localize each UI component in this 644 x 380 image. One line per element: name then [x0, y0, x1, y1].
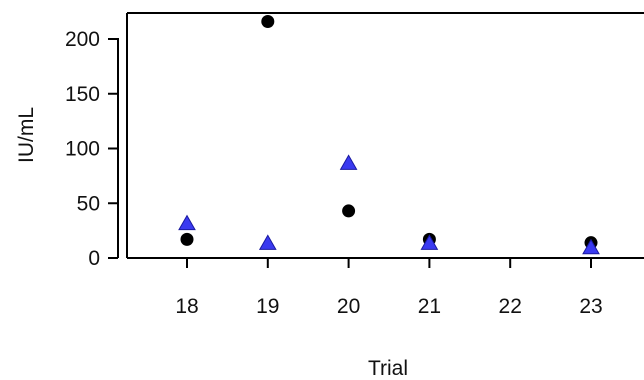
x-tick-label: 18 [175, 295, 198, 318]
triangle-point [258, 234, 277, 250]
y-axis-ticks: 0 50 100 150 200 [65, 28, 118, 270]
x-axis-ticks: 18 19 20 21 22 23 [175, 258, 603, 318]
y-tick-label: 150 [65, 83, 100, 106]
y-tick-label: 100 [65, 138, 100, 161]
y-axis-label: IU/mL [15, 107, 38, 163]
data-points [178, 14, 600, 255]
x-tick-label: 20 [337, 295, 360, 318]
y-tick-label: 200 [65, 28, 100, 51]
x-tick-label: 19 [256, 295, 279, 318]
x-axis-label: Trial [368, 357, 408, 380]
circle-point [261, 14, 275, 28]
triangle-point [178, 214, 196, 231]
circle-point [180, 232, 194, 246]
y-tick-label: 50 [77, 192, 100, 215]
x-tick-label: 23 [579, 295, 602, 318]
circle-point [342, 204, 356, 218]
triangle-point [339, 154, 358, 170]
triangle-point [420, 234, 439, 250]
x-tick-label: 21 [418, 295, 441, 318]
y-tick-label: 0 [88, 247, 100, 270]
triangle-point [582, 238, 600, 255]
x-tick-label: 22 [499, 295, 522, 318]
